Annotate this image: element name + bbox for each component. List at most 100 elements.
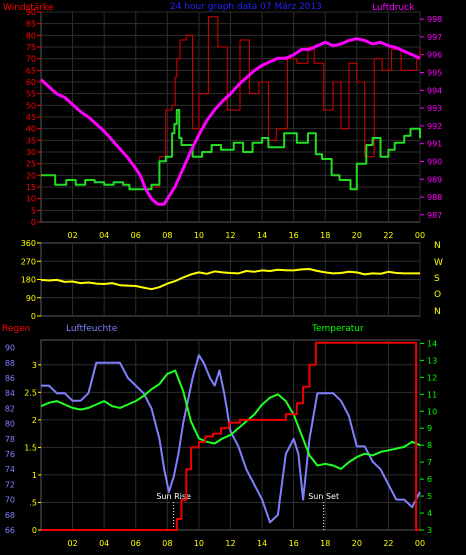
- pressure-axis-title: Luftdruck: [372, 3, 415, 13]
- rain-y-axis: 0 .5 1 1.5 2 2.5 3: [24, 361, 41, 535]
- humidity-y-tick-label: 74: [5, 465, 15, 474]
- temperature-y-tick-label: 13: [427, 356, 437, 365]
- temperature-series-line: [40, 369, 421, 470]
- rain-axis-title: Regen: [2, 324, 30, 334]
- direction-letter-n: N: [434, 241, 441, 251]
- x-tick-label: 10: [194, 231, 204, 240]
- pressure-y-tick-label: 997: [427, 33, 442, 42]
- pressure-y-tick-label: 996: [427, 51, 442, 60]
- x-tick-label: 06: [131, 539, 141, 548]
- wind-y-tick-label: 60: [26, 78, 36, 87]
- direction-letter-w: W: [434, 258, 443, 268]
- rain-humidity-temp-series: [40, 341, 421, 531]
- pressure-y-tick-label: 990: [427, 157, 442, 166]
- temperature-axis-title: Temperatur: [311, 324, 364, 334]
- pressure-y-tick-label: 989: [427, 175, 442, 184]
- x-tick-label: 20: [352, 539, 362, 548]
- x-tick-label: 18: [320, 231, 330, 240]
- wind-y-tick-label: 20: [26, 171, 36, 180]
- x-tick-label: 16: [289, 539, 299, 548]
- pressure-y-axis: 987 988 989 990 991 992 993 994 995 996 997 998: [420, 15, 442, 220]
- humidity-y-tick-label: 88: [5, 359, 15, 368]
- x-tick-label: 02: [67, 231, 77, 240]
- temperature-y-tick-label: 9: [427, 424, 432, 433]
- x-tick-label: 00: [415, 539, 425, 548]
- humidity-y-tick-label: 70: [5, 496, 15, 505]
- temperature-y-tick-label: 8: [427, 441, 432, 450]
- sunrise-label: Sun Rise: [156, 492, 191, 501]
- x-tick-label: 06: [131, 231, 141, 240]
- pressure-y-tick-label: 987: [427, 211, 442, 220]
- direction-letter-s: S: [434, 274, 440, 284]
- humidity-y-tick-label: 84: [5, 389, 15, 398]
- humidity-y-tick-label: 68: [5, 511, 15, 520]
- x-tick-label: 22: [383, 539, 393, 548]
- humidity-series-line: [41, 354, 421, 524]
- temperature-y-tick-label: 3: [427, 526, 432, 535]
- temperature-y-axis: 3 4 5 6 7 8 9 10 11 12 13 14: [420, 339, 437, 535]
- wind-direction-plot-area: [40, 242, 421, 317]
- x-tick-label: 08: [162, 231, 172, 240]
- pressure-series-line: [39, 37, 421, 206]
- x-tick-label: 10: [194, 539, 204, 548]
- temperature-y-tick-label: 5: [427, 492, 432, 501]
- x-tick-label: 12: [225, 539, 235, 548]
- x-tick-label: 14: [257, 539, 267, 548]
- humidity-y-tick-label: 80: [5, 420, 15, 429]
- temperature-y-tick-label: 4: [427, 509, 432, 518]
- rain-y-tick-label: 1.5: [24, 443, 37, 452]
- humidity-y-tick-label: 78: [5, 435, 15, 444]
- direction-y-tick-label: 360: [21, 239, 36, 248]
- x-tick-label: 04: [99, 539, 109, 548]
- pressure-y-tick-label: 991: [427, 140, 442, 149]
- wind-y-tick-label: 25: [26, 160, 36, 169]
- rain-y-tick-label: .5: [29, 498, 37, 507]
- sunset-label: Sun Set: [308, 492, 339, 501]
- direction-y-tick-label: 180: [21, 276, 36, 285]
- temperature-y-tick-label: 7: [427, 458, 432, 467]
- wind-direction-y-axis: 0 90 180 270 360: [21, 239, 41, 321]
- x-tick-label: 22: [383, 231, 393, 240]
- rain-series-line: [41, 341, 420, 531]
- rain-humidity-temp-x-axis: 02 04 06 08 10 12 14 16 18 20 22 00: [67, 539, 425, 548]
- wind-y-tick-label: 40: [26, 125, 36, 134]
- wind-y-tick-label: 75: [26, 43, 36, 52]
- chart-title: 24 hour graph data 07 März 2013: [170, 2, 322, 12]
- pressure-y-tick-label: 998: [427, 15, 442, 24]
- x-tick-label: 12: [225, 231, 235, 240]
- wind-y-tick-label: 5: [31, 206, 36, 215]
- direction-letter-n2: N: [434, 307, 441, 317]
- direction-y-tick-label: 90: [26, 294, 36, 303]
- humidity-y-tick-label: 66: [5, 526, 15, 535]
- direction-letters: N W S O N: [434, 241, 443, 317]
- wind-y-tick-label: 85: [26, 20, 36, 29]
- pressure-y-tick-label: 993: [427, 104, 442, 113]
- temperature-y-tick-label: 11: [427, 390, 437, 399]
- wind-speed-axis-title: Windstärke: [3, 3, 54, 13]
- wind-pressure-series: [39, 16, 421, 206]
- x-tick-label: 16: [289, 231, 299, 240]
- rain-y-tick-label: 2: [32, 416, 37, 425]
- pressure-y-tick-label: 992: [427, 122, 442, 131]
- gust-series-line: [151, 16, 421, 188]
- humidity-y-tick-label: 76: [5, 450, 15, 459]
- temperature-y-tick-label: 14: [427, 339, 437, 348]
- temperature-y-tick-label: 10: [427, 407, 437, 416]
- x-tick-label: 00: [415, 231, 425, 240]
- wind-y-tick-label: 70: [26, 55, 36, 64]
- wind-speed-y-axis: 0 5 10 15 20 25 30 35 40 45 50 55 60 65 70 75 80 85 90: [26, 8, 41, 227]
- rain-y-tick-label: 3: [32, 361, 37, 370]
- pressure-y-tick-label: 994: [427, 86, 442, 95]
- humidity-y-tick-label: 90: [5, 344, 15, 353]
- wind-y-tick-label: 65: [26, 66, 36, 75]
- wind-y-tick-label: 50: [26, 101, 36, 110]
- pressure-y-tick-label: 988: [427, 193, 442, 202]
- wind-y-tick-label: 90: [26, 8, 36, 17]
- wind-y-tick-label: 0: [31, 218, 36, 227]
- humidity-y-tick-label: 82: [5, 404, 15, 413]
- wind-y-tick-label: 45: [26, 113, 36, 122]
- wind-y-tick-label: 30: [26, 148, 36, 157]
- rain-y-tick-label: 0: [32, 526, 37, 535]
- x-tick-label: 18: [320, 539, 330, 548]
